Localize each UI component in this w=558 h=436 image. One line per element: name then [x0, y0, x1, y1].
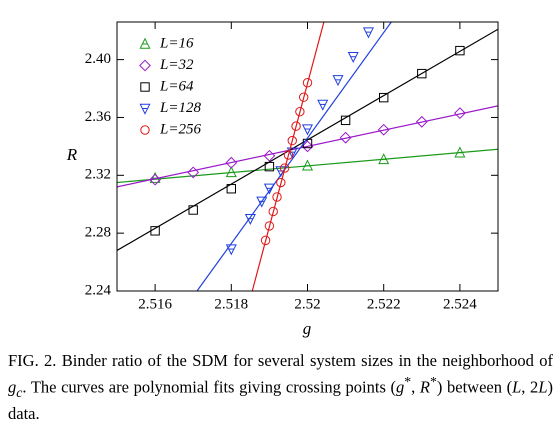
- caption-text: . The curves are polynomial fits giving …: [22, 377, 397, 397]
- marker: [226, 184, 237, 194]
- x-tick-label: 2.524: [443, 296, 477, 312]
- marker: [455, 45, 465, 56]
- marker: [276, 177, 286, 188]
- marker: [140, 125, 150, 135]
- marker: [150, 226, 160, 236]
- y-tick-label: 2.32: [85, 167, 111, 183]
- caption-text: , 2: [521, 377, 539, 397]
- caption-text: ) between (: [436, 377, 513, 397]
- fit-line: [196, 22, 392, 291]
- caption-math: *: [404, 374, 412, 389]
- plot-frame: [116, 21, 499, 292]
- marker: [272, 192, 282, 202]
- marker: [295, 106, 305, 117]
- marker: [256, 196, 268, 208]
- marker: [279, 163, 290, 173]
- marker: [379, 92, 389, 103]
- fit-line: [117, 105, 498, 188]
- marker: [340, 115, 351, 126]
- x-tick-label: 2.516: [138, 296, 172, 312]
- marker: [291, 121, 301, 131]
- marker: [302, 78, 313, 88]
- x-tick-label: 2.522: [367, 296, 401, 312]
- marker: [339, 131, 352, 144]
- marker: [187, 166, 200, 179]
- figure-caption: FIG. 2. Binder ratio of the SDM for seve…: [8, 350, 553, 424]
- marker: [377, 123, 390, 136]
- y-tick-label: 2.40: [85, 51, 111, 67]
- marker: [140, 82, 150, 92]
- legend-label: L=32: [159, 57, 194, 73]
- marker: [188, 205, 198, 215]
- marker: [417, 68, 427, 79]
- marker: [415, 115, 428, 128]
- legend-label: L=16: [159, 35, 194, 51]
- caption-math: g: [396, 377, 405, 397]
- x-axis-label: g: [303, 319, 312, 338]
- y-tick-label: 2.24: [85, 282, 112, 298]
- caption-math: *: [430, 374, 437, 389]
- marker: [264, 161, 275, 172]
- caption-text: FIG. 2. Binder ratio of the SDM for seve…: [8, 351, 553, 370]
- marker: [453, 107, 466, 120]
- y-tick-label: 2.28: [85, 225, 111, 241]
- x-tick-label: 2.52: [294, 296, 320, 312]
- marker: [268, 206, 278, 217]
- fit-line: [117, 28, 498, 252]
- marker: [283, 150, 294, 160]
- fit-line: [251, 22, 325, 291]
- y-axis-label: R: [66, 145, 78, 164]
- caption-math: L: [512, 377, 522, 397]
- y-tick-label: 2.36: [85, 109, 112, 125]
- marker: [225, 156, 238, 169]
- marker: [263, 149, 276, 162]
- caption-math: R: [419, 377, 430, 397]
- caption-math: L: [538, 377, 548, 397]
- caption-text: ,: [411, 377, 420, 397]
- chart: R g 2.516 2.518 2.52 2.522 2.524 2.24 2.28 2.32…: [66, 21, 499, 338]
- marker: [301, 124, 314, 136]
- marker: [260, 235, 271, 246]
- x-tick-label: 2.518: [214, 296, 248, 312]
- marker: [301, 140, 314, 153]
- legend-label: L=64: [159, 78, 194, 94]
- caption-math: c: [16, 384, 23, 400]
- marker: [454, 146, 466, 158]
- legend-label: L=256: [159, 121, 201, 137]
- marker: [264, 221, 275, 231]
- caption-math: g: [8, 377, 17, 397]
- legend-label: L=128: [159, 100, 201, 116]
- marker: [287, 135, 297, 146]
- marker: [298, 92, 309, 102]
- marker: [149, 173, 162, 186]
- caption-text: ) data.: [8, 377, 553, 423]
- marker: [139, 59, 151, 72]
